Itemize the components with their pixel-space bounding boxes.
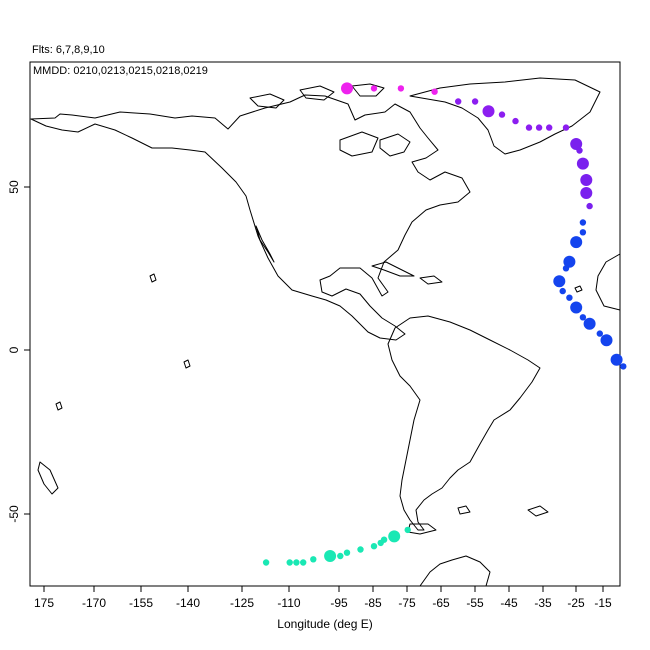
south-georgia-coastline <box>527 505 549 517</box>
flight-7-point <box>546 124 553 131</box>
baja-coastline <box>255 225 275 263</box>
flight-9-point <box>566 294 573 301</box>
greenland-coastline <box>409 77 601 155</box>
arctic-island-1 <box>339 131 379 157</box>
flight-9-point <box>596 330 603 337</box>
antarctic-peninsula-coastline <box>419 555 491 587</box>
flight-10-point <box>388 530 401 543</box>
flight-9-point <box>553 275 566 288</box>
flight-8-point <box>570 138 583 150</box>
flight-10-point <box>310 556 317 563</box>
flight-9-point <box>600 334 613 347</box>
x-tick-label: -25 <box>567 596 585 610</box>
flight-7-point <box>535 124 543 131</box>
x-tick-label: -35 <box>534 596 552 610</box>
flight-9-point <box>570 236 583 249</box>
pacific-island-3 <box>55 401 63 411</box>
canary-islands <box>574 285 583 293</box>
flight-7-point <box>525 124 533 131</box>
flight-10-point <box>343 549 351 556</box>
y-tick-label: 0 <box>7 346 21 353</box>
flight-9-point <box>620 363 627 370</box>
flight-8-point <box>576 157 589 170</box>
flight-7-point <box>455 98 462 105</box>
south-america-coastline <box>387 315 541 531</box>
flight-9-point <box>583 317 596 330</box>
tierra-del-fuego-coastline <box>407 523 437 535</box>
flight-8-point <box>586 202 593 210</box>
flight-9-point <box>579 219 587 226</box>
plot-frame <box>29 61 621 587</box>
flight-10-point <box>293 559 300 566</box>
flight-6-point <box>341 82 353 95</box>
arctic-island-3 <box>249 93 285 109</box>
flight-9-point <box>570 301 583 314</box>
arctic-island-4 <box>299 85 335 101</box>
x-tick-label: -95 <box>330 596 348 610</box>
flight-10-point <box>324 550 337 562</box>
x-tick-label: -65 <box>432 596 450 610</box>
x-axis-label: Longitude (deg E) <box>277 617 373 631</box>
flight-10-point <box>300 559 307 566</box>
flight-points <box>262 82 627 566</box>
flight-10-point <box>380 536 388 543</box>
africa-coastline <box>595 253 621 311</box>
flight-9-point <box>562 265 570 272</box>
arctic-island-2 <box>379 133 411 157</box>
flight-6-point <box>397 85 405 92</box>
flight-9-point <box>563 255 576 268</box>
flight-6-point <box>370 85 378 92</box>
x-tick-label: -55 <box>466 596 484 610</box>
x-tick-label: 175 <box>34 596 54 610</box>
flight-9-point <box>559 287 566 295</box>
x-tick-label: -155 <box>129 596 153 610</box>
x-tick-label: -75 <box>398 596 416 610</box>
flight-9-point <box>579 314 587 321</box>
flight-8-point <box>580 174 593 186</box>
x-tick-label: -170 <box>82 596 106 610</box>
dates-label: MMDD: 0210,0213,0215,0218,0219 <box>33 65 208 77</box>
x-tick-label: -15 <box>594 596 612 610</box>
flight-7-point <box>562 124 570 131</box>
flight-7-point <box>482 105 495 118</box>
new-zealand-coastline <box>37 461 59 495</box>
y-tick-label: -50 <box>7 505 21 523</box>
x-tick-label: -140 <box>176 596 200 610</box>
pacific-island-1 <box>149 273 157 283</box>
falklands-coastline <box>457 505 471 515</box>
flight-8-point <box>580 187 593 199</box>
hispaniola-coastline <box>419 275 443 285</box>
flight-10-point <box>370 543 378 550</box>
flight-9-point <box>579 229 587 236</box>
flight-7-point <box>471 98 479 105</box>
y-axis: 50 0 -50 <box>7 180 30 523</box>
x-tick-label: -110 <box>277 596 300 610</box>
flight-10-point <box>262 559 270 566</box>
flights-label: Flts: 6,7,8,9,10 <box>32 44 105 56</box>
flight-6-point <box>431 88 438 95</box>
pacific-island-2 <box>183 359 191 369</box>
flight-10-point <box>404 526 411 534</box>
x-tick-label: -85 <box>364 596 382 610</box>
arctic-island-5 <box>351 83 385 97</box>
y-tick-label: 50 <box>7 180 21 194</box>
x-tick-label: -45 <box>500 596 518 610</box>
flight-10-point <box>337 552 344 560</box>
flight-10-point <box>286 559 293 566</box>
x-axis: 175 -170 -155 -140 -125 -110 -95 -85 -75 -65 -55 -4… <box>34 586 612 610</box>
flight-7-point <box>512 117 519 125</box>
flight-9-point <box>610 353 623 366</box>
flight-10-point <box>357 546 364 553</box>
coastlines <box>30 77 621 587</box>
cuba-coastline <box>371 261 415 277</box>
x-tick-label: -125 <box>230 596 254 610</box>
flight-8-point <box>576 147 583 154</box>
north-america-coastline <box>30 94 471 341</box>
flight-7-point <box>498 111 506 118</box>
